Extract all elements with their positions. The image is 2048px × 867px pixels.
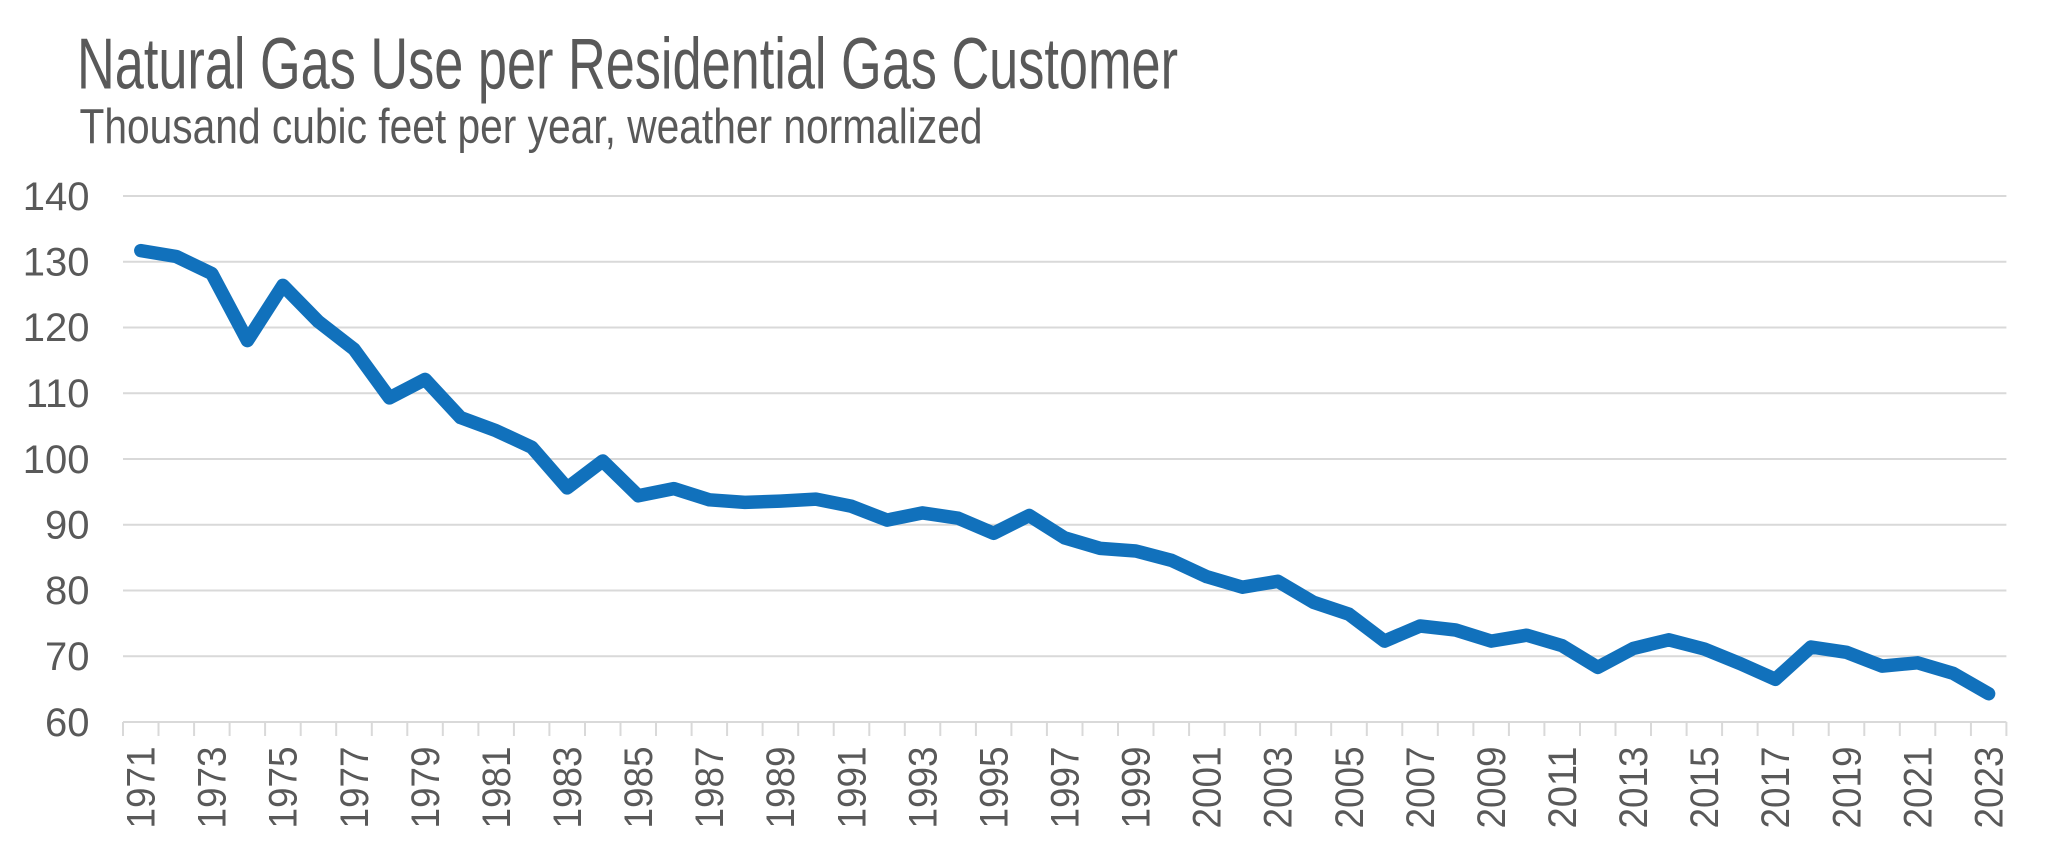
svg-text:Natural Gas Use per Residentia: Natural Gas Use per Residential Gas Cust… — [77, 25, 1178, 105]
svg-text:1995: 1995 — [972, 747, 1016, 829]
svg-text:60: 60 — [45, 701, 90, 745]
svg-text:90: 90 — [45, 504, 90, 548]
svg-text:2007: 2007 — [1399, 747, 1443, 829]
svg-text:2019: 2019 — [1825, 747, 1869, 829]
svg-text:110: 110 — [26, 372, 90, 416]
svg-text:1991: 1991 — [830, 747, 874, 829]
svg-text:100: 100 — [23, 438, 90, 482]
svg-text:1993: 1993 — [901, 747, 945, 829]
svg-text:2003: 2003 — [1257, 747, 1301, 829]
svg-text:2005: 2005 — [1328, 747, 1372, 829]
svg-text:1979: 1979 — [404, 747, 448, 829]
svg-text:2013: 2013 — [1612, 747, 1656, 829]
svg-text:2009: 2009 — [1470, 747, 1514, 829]
svg-text:1997: 1997 — [1044, 747, 1088, 829]
svg-text:1983: 1983 — [546, 747, 590, 829]
svg-text:1971: 1971 — [120, 747, 164, 829]
svg-text:1989: 1989 — [759, 747, 803, 829]
svg-text:2021: 2021 — [1896, 747, 1940, 829]
svg-text:140: 140 — [23, 175, 90, 219]
svg-text:80: 80 — [45, 569, 90, 613]
svg-text:2023: 2023 — [1967, 747, 2011, 829]
svg-text:2011: 2011 — [1541, 747, 1585, 829]
svg-text:1999: 1999 — [1115, 747, 1159, 829]
svg-text:1981: 1981 — [475, 747, 519, 829]
svg-text:2001: 2001 — [1186, 747, 1230, 829]
svg-text:120: 120 — [23, 306, 90, 350]
svg-text:Thousand cubic feet per year,: Thousand cubic feet per year, weather no… — [80, 100, 983, 154]
svg-text:2015: 2015 — [1683, 747, 1727, 829]
svg-text:1975: 1975 — [262, 747, 306, 829]
svg-text:130: 130 — [23, 241, 90, 285]
svg-text:1987: 1987 — [688, 747, 732, 829]
svg-text:2017: 2017 — [1754, 747, 1798, 829]
svg-text:70: 70 — [45, 635, 90, 679]
svg-text:1985: 1985 — [617, 747, 661, 829]
svg-text:1973: 1973 — [191, 747, 235, 829]
svg-text:1977: 1977 — [333, 747, 377, 829]
